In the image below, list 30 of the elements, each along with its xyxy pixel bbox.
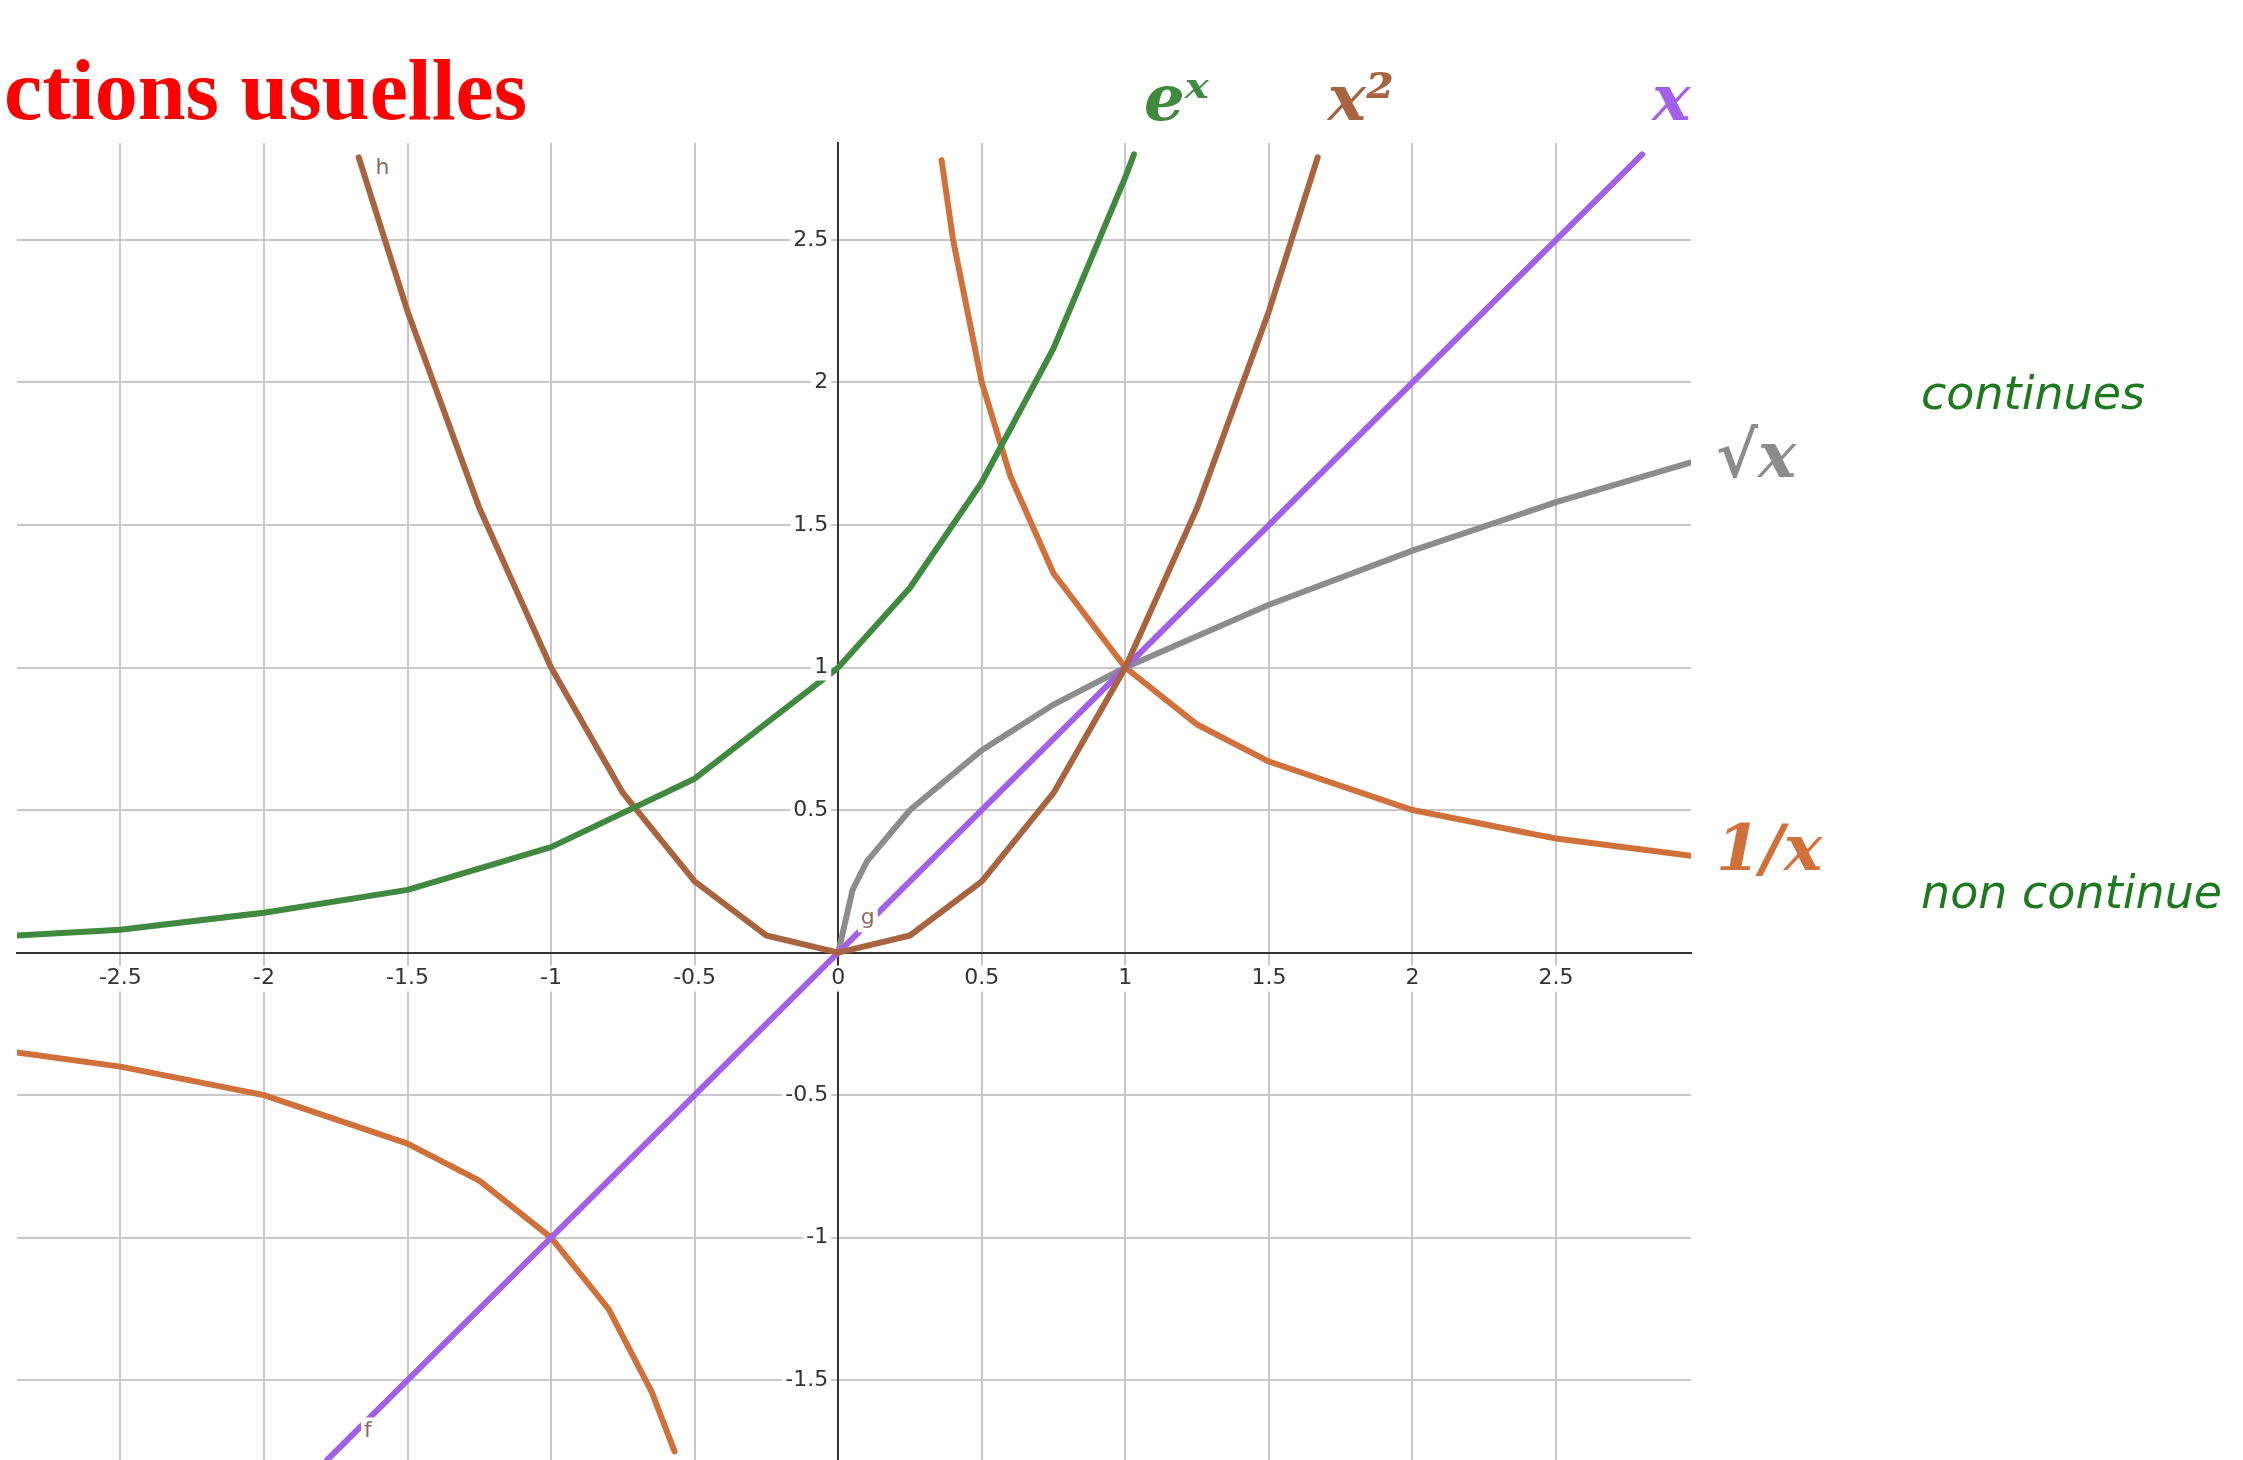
x-tick-label: 0.5: [964, 964, 1000, 990]
y-tick-label: 2.5: [793, 225, 829, 251]
annotation: g: [860, 904, 875, 930]
series-label: eˣ: [1143, 59, 1210, 135]
x-tick-label: 2.5: [1538, 964, 1574, 990]
series-label: x: [1650, 59, 1692, 135]
y-tick-label: -1.5: [785, 1365, 829, 1391]
y-tick-label: 1.5: [793, 510, 829, 536]
x-tick-label: 1: [1118, 964, 1133, 990]
chart-title: ctions usuelles: [4, 41, 528, 140]
x-tick-label: -2.5: [98, 964, 142, 990]
y-tick-label: -0.5: [785, 1080, 829, 1106]
series-label: 1/x: [1716, 810, 1823, 886]
annotation: f: [364, 1417, 374, 1443]
x-tick-label: 2: [1405, 964, 1420, 990]
text: continues: [1921, 365, 2145, 420]
x-tick-label: 1.5: [1251, 964, 1287, 990]
x-tick-label: -0.5: [673, 964, 717, 990]
y-tick-label: 1: [814, 653, 829, 679]
x-tick-label: -2: [252, 964, 275, 990]
x-tick-label: 0: [831, 964, 846, 990]
series-label: x²: [1325, 59, 1394, 135]
x-tick-label: -1: [540, 964, 563, 990]
y-tick-label: 0.5: [793, 795, 829, 821]
annotation: h: [375, 154, 390, 180]
x-tick-label: -1.5: [386, 964, 429, 990]
y-tick-label: 2: [814, 368, 829, 394]
text: non continue: [1921, 864, 2223, 919]
series-label: √x: [1716, 416, 1798, 492]
y-tick-label: -1: [806, 1223, 829, 1249]
